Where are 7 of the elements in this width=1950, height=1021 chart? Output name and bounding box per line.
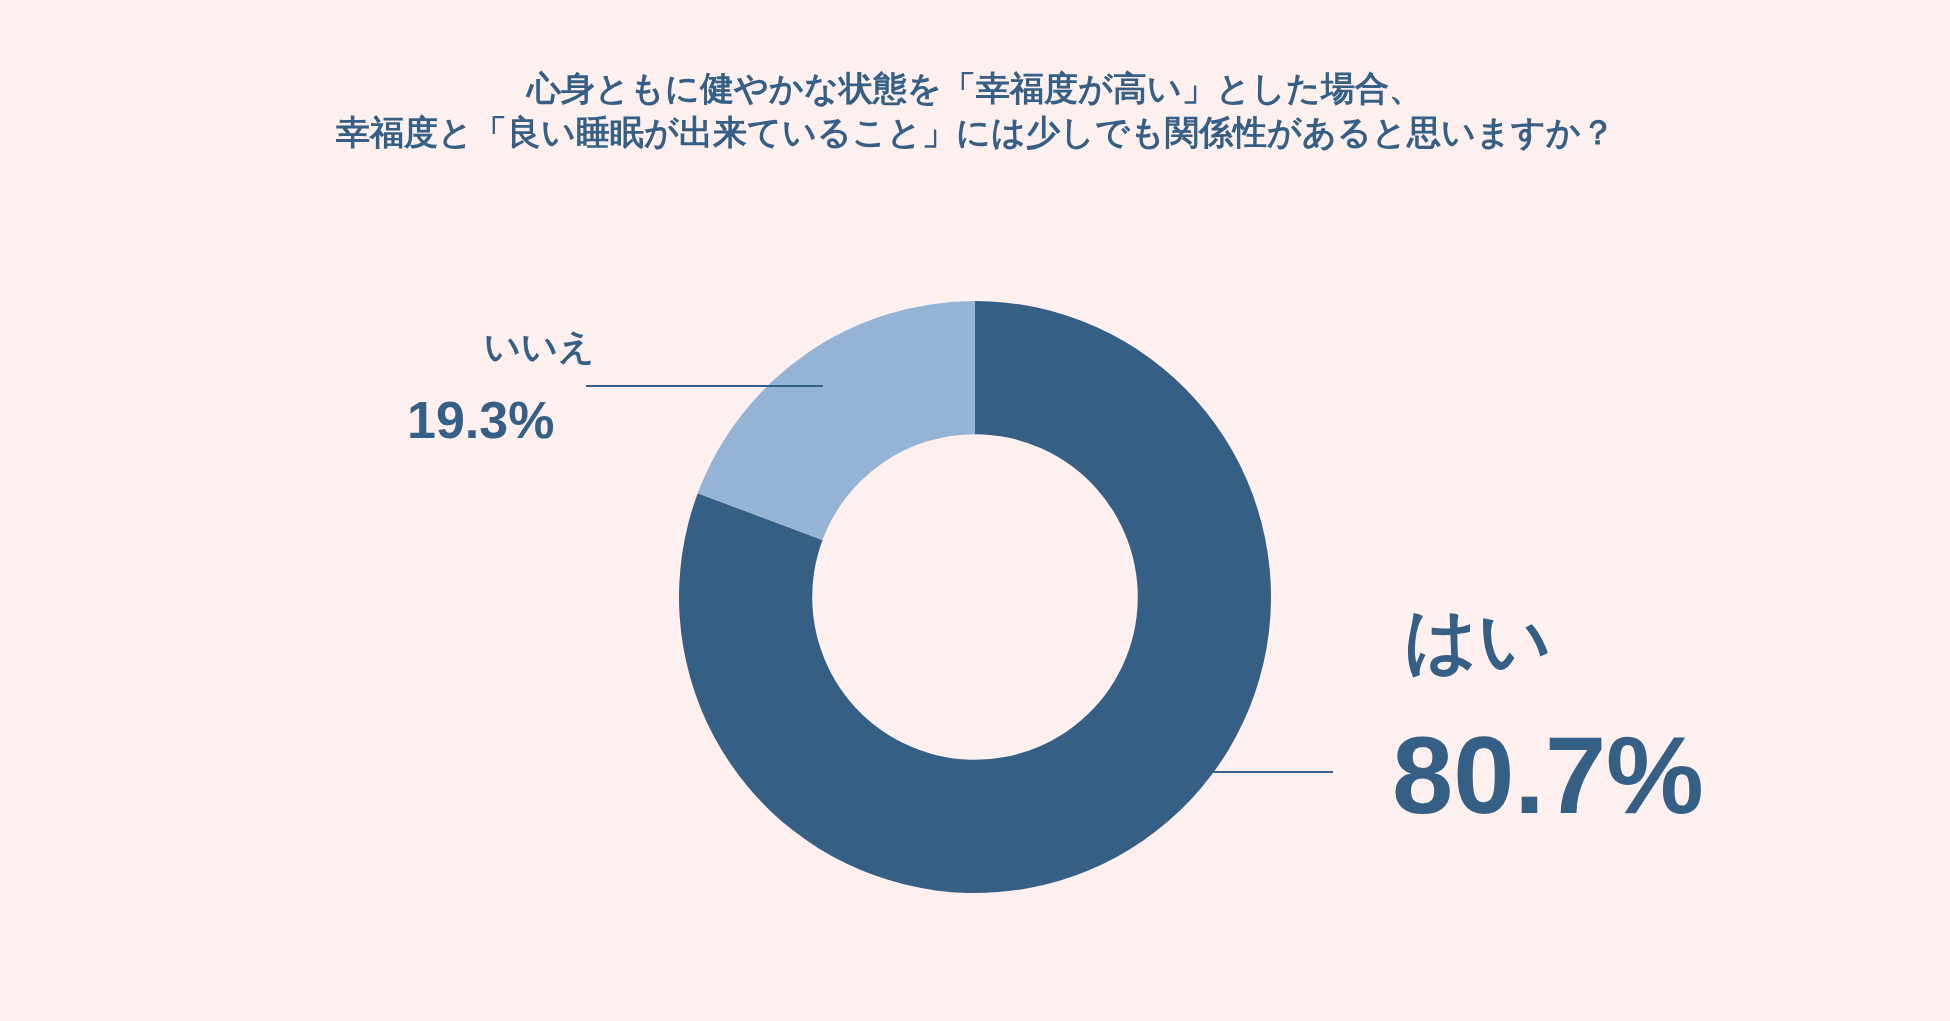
- chart-title: 心身ともに健やかな状態を「幸福度が高い」とした場合、: [525, 68, 1423, 108]
- slice-label: はい: [1404, 598, 1552, 682]
- slice-label: いいえ: [484, 326, 595, 367]
- chart-subtitle: 幸福度と「良い睡眠が出来ていること」には少しでも関係性があると思いますか？: [334, 112, 1615, 153]
- data-label: 80.7%: [1392, 713, 1704, 836]
- data-label: 19.3%: [407, 391, 555, 449]
- donut-slice: [697, 301, 975, 540]
